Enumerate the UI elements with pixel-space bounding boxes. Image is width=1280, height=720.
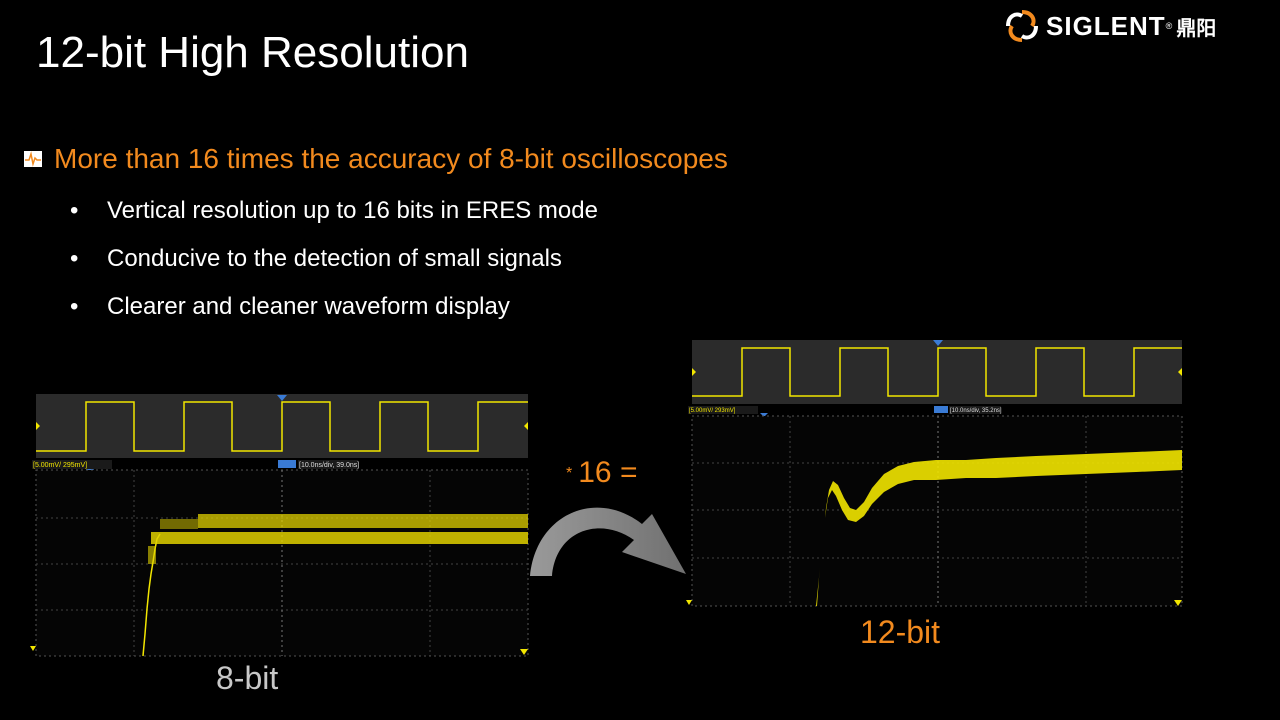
scope-screenshot-12bit: [5.00mV/ 293mV] [10.0ns/div, 35.2ns] <box>686 340 1183 607</box>
waveform-trace-12bit <box>816 450 1182 606</box>
bullet-text: Conducive to the detection of small sign… <box>107 245 562 272</box>
caption-8bit: 8-bit <box>216 660 279 696</box>
bullet-item: • Conducive to the detection of small sig… <box>70 240 598 288</box>
scope-screenshot-8bit: [5.00mV/ 295mV] [10.0ns/div, 39.0ns] <box>30 394 529 657</box>
bullet-marker: • <box>70 293 79 320</box>
timebase-label: [10.0ns/div, 39.0ns] <box>299 462 359 469</box>
bullet-list: • Vertical resolution up to 16 bits in ER… <box>70 192 598 336</box>
bullet-item: • Clearer and cleaner waveform display <box>70 288 598 336</box>
bullet-text: Clearer and cleaner waveform display <box>107 293 510 320</box>
logo-brand: SIGLENT <box>1046 10 1166 41</box>
siglent-logo: SIGLENT ® 鼎阳 <box>1004 6 1264 46</box>
headline: More than 16 times the accuracy of 8-bit… <box>24 143 728 175</box>
waveform-bullet-icon <box>24 151 42 167</box>
multiplier-text: 16 = <box>578 456 638 489</box>
logo-chinese: 鼎阳 <box>1176 17 1217 40</box>
siglent-swirl-icon <box>1006 10 1038 42</box>
bullet-item: • Vertical resolution up to 16 bits in ER… <box>70 192 598 240</box>
slide-title: 12-bit High Resolution <box>36 28 469 77</box>
bullet-marker: • <box>70 197 79 224</box>
waveform-trace-8bit <box>142 514 528 657</box>
logo-registered: ® <box>1165 21 1173 31</box>
main-graticule <box>35 469 529 657</box>
headline-text: More than 16 times the accuracy of 8-bit… <box>54 143 728 174</box>
curved-arrow-icon <box>530 507 686 576</box>
multiplier-star: * <box>566 465 573 483</box>
overview-pane <box>692 340 1182 404</box>
channel-scale-label: [5.00mV/ 295mV] <box>33 462 87 469</box>
trigger-position-marker <box>933 340 943 346</box>
caption-12bit: 12-bit <box>860 614 941 650</box>
multiplier-label: * 16 = <box>566 456 637 490</box>
timebase-label: [10.0ns/div, 35.2ns] <box>950 408 1002 414</box>
channel-scale-label: [5.00mV/ 293mV] <box>689 408 736 414</box>
main-graticule <box>691 415 1183 607</box>
bullet-text: Vertical resolution up to 16 bits in ERE… <box>107 197 598 224</box>
bullet-marker: • <box>70 245 79 272</box>
overview-pane <box>36 394 528 458</box>
trigger-position-marker <box>277 395 287 401</box>
